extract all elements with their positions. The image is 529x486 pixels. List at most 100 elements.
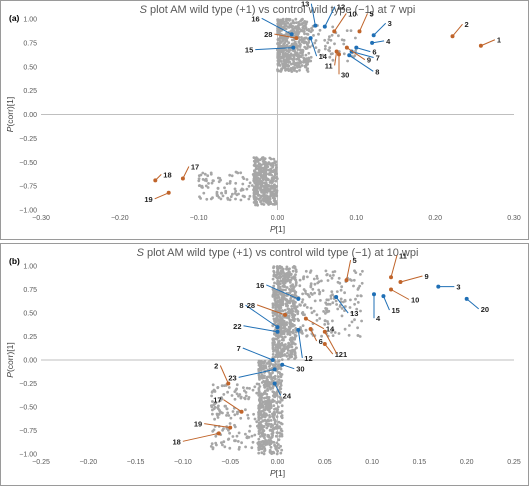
annotation-leader (266, 284, 299, 300)
data-point (309, 306, 313, 310)
data-point (277, 341, 281, 344)
annotation-label: 7 (237, 344, 241, 353)
data-point (344, 305, 347, 308)
y-tick-label: 0.50 (23, 311, 37, 318)
data-point (295, 64, 299, 68)
data-point (275, 401, 279, 405)
data-point (267, 161, 271, 164)
data-point (353, 269, 356, 273)
data-point (257, 416, 261, 419)
data-point (284, 343, 287, 346)
data-point (248, 429, 251, 433)
data-point (261, 445, 264, 448)
data-point (213, 417, 217, 421)
data-point (228, 422, 232, 425)
data-point (305, 306, 309, 309)
annotation-label: 8 (375, 67, 379, 76)
data-point (292, 61, 296, 65)
data-point (300, 36, 303, 39)
data-point (295, 346, 298, 350)
data-point (263, 449, 266, 453)
data-point (263, 359, 267, 363)
data-point (268, 448, 272, 452)
data-point (290, 349, 293, 353)
data-point (267, 187, 271, 191)
data-point (223, 186, 226, 190)
data-point (280, 39, 284, 43)
data-point (274, 173, 277, 177)
data-point (239, 416, 243, 420)
data-point (343, 327, 347, 331)
data-point (290, 313, 294, 317)
annotated-point (294, 36, 299, 41)
annotation-label: 19 (194, 420, 202, 429)
data-point (337, 332, 341, 335)
data-point (300, 18, 304, 22)
data-point (280, 398, 283, 402)
data-point (257, 423, 261, 427)
data-point (268, 171, 272, 175)
data-point (293, 351, 297, 355)
annotation-label: 30 (341, 70, 349, 79)
data-point (268, 401, 271, 404)
data-point (347, 333, 351, 337)
data-point (280, 434, 284, 438)
data-point (352, 284, 355, 288)
data-point (282, 285, 286, 288)
data-point (267, 196, 271, 200)
data-point (361, 269, 364, 273)
x-tick-label: 0.10 (350, 215, 364, 222)
chart-title: S plot AM wild type (+1) vs control wild… (140, 4, 416, 16)
annotation-leader (335, 296, 349, 314)
data-point (284, 37, 288, 41)
y-tick-label: 0.00 (23, 358, 37, 365)
data-point (198, 184, 202, 187)
data-point (311, 28, 314, 32)
data-point (286, 329, 290, 333)
annotation-label: 16 (251, 14, 259, 23)
data-point (326, 320, 329, 323)
data-point (290, 70, 294, 73)
data-point (262, 177, 266, 181)
data-point (282, 277, 285, 281)
data-point (214, 434, 218, 438)
data-point (225, 407, 229, 410)
annotation-label: 11 (399, 251, 407, 260)
data-point (261, 440, 265, 443)
data-point (283, 308, 287, 312)
x-tick-label: 0.20 (460, 459, 474, 466)
data-point (300, 64, 304, 67)
data-point (236, 171, 240, 175)
annotation-leader (390, 289, 410, 300)
data-point (300, 38, 304, 41)
data-point (341, 300, 345, 304)
annotation-leader (346, 47, 366, 61)
data-point (269, 157, 273, 161)
data-point (257, 451, 261, 455)
data-point (275, 313, 278, 317)
data-point (277, 299, 281, 303)
data-point (320, 279, 323, 283)
data-point (284, 51, 287, 55)
data-point (252, 188, 255, 192)
data-point (292, 57, 296, 61)
data-point (233, 413, 237, 417)
data-point (269, 428, 272, 432)
data-point (290, 307, 294, 311)
annotation-label: 4 (386, 37, 391, 46)
data-point (273, 281, 276, 285)
data-point (224, 189, 228, 193)
data-point (258, 421, 261, 424)
data-point (259, 365, 263, 368)
data-point (216, 416, 220, 419)
annotation-leader (324, 343, 334, 355)
data-point (285, 267, 289, 271)
data-point (271, 430, 275, 434)
data-point (284, 327, 287, 331)
data-point (264, 379, 268, 383)
x-tick-label: −0.20 (79, 459, 97, 466)
data-point (268, 406, 272, 410)
data-point (245, 386, 249, 390)
data-point (219, 197, 223, 201)
annotation-label: 7 (376, 53, 380, 62)
